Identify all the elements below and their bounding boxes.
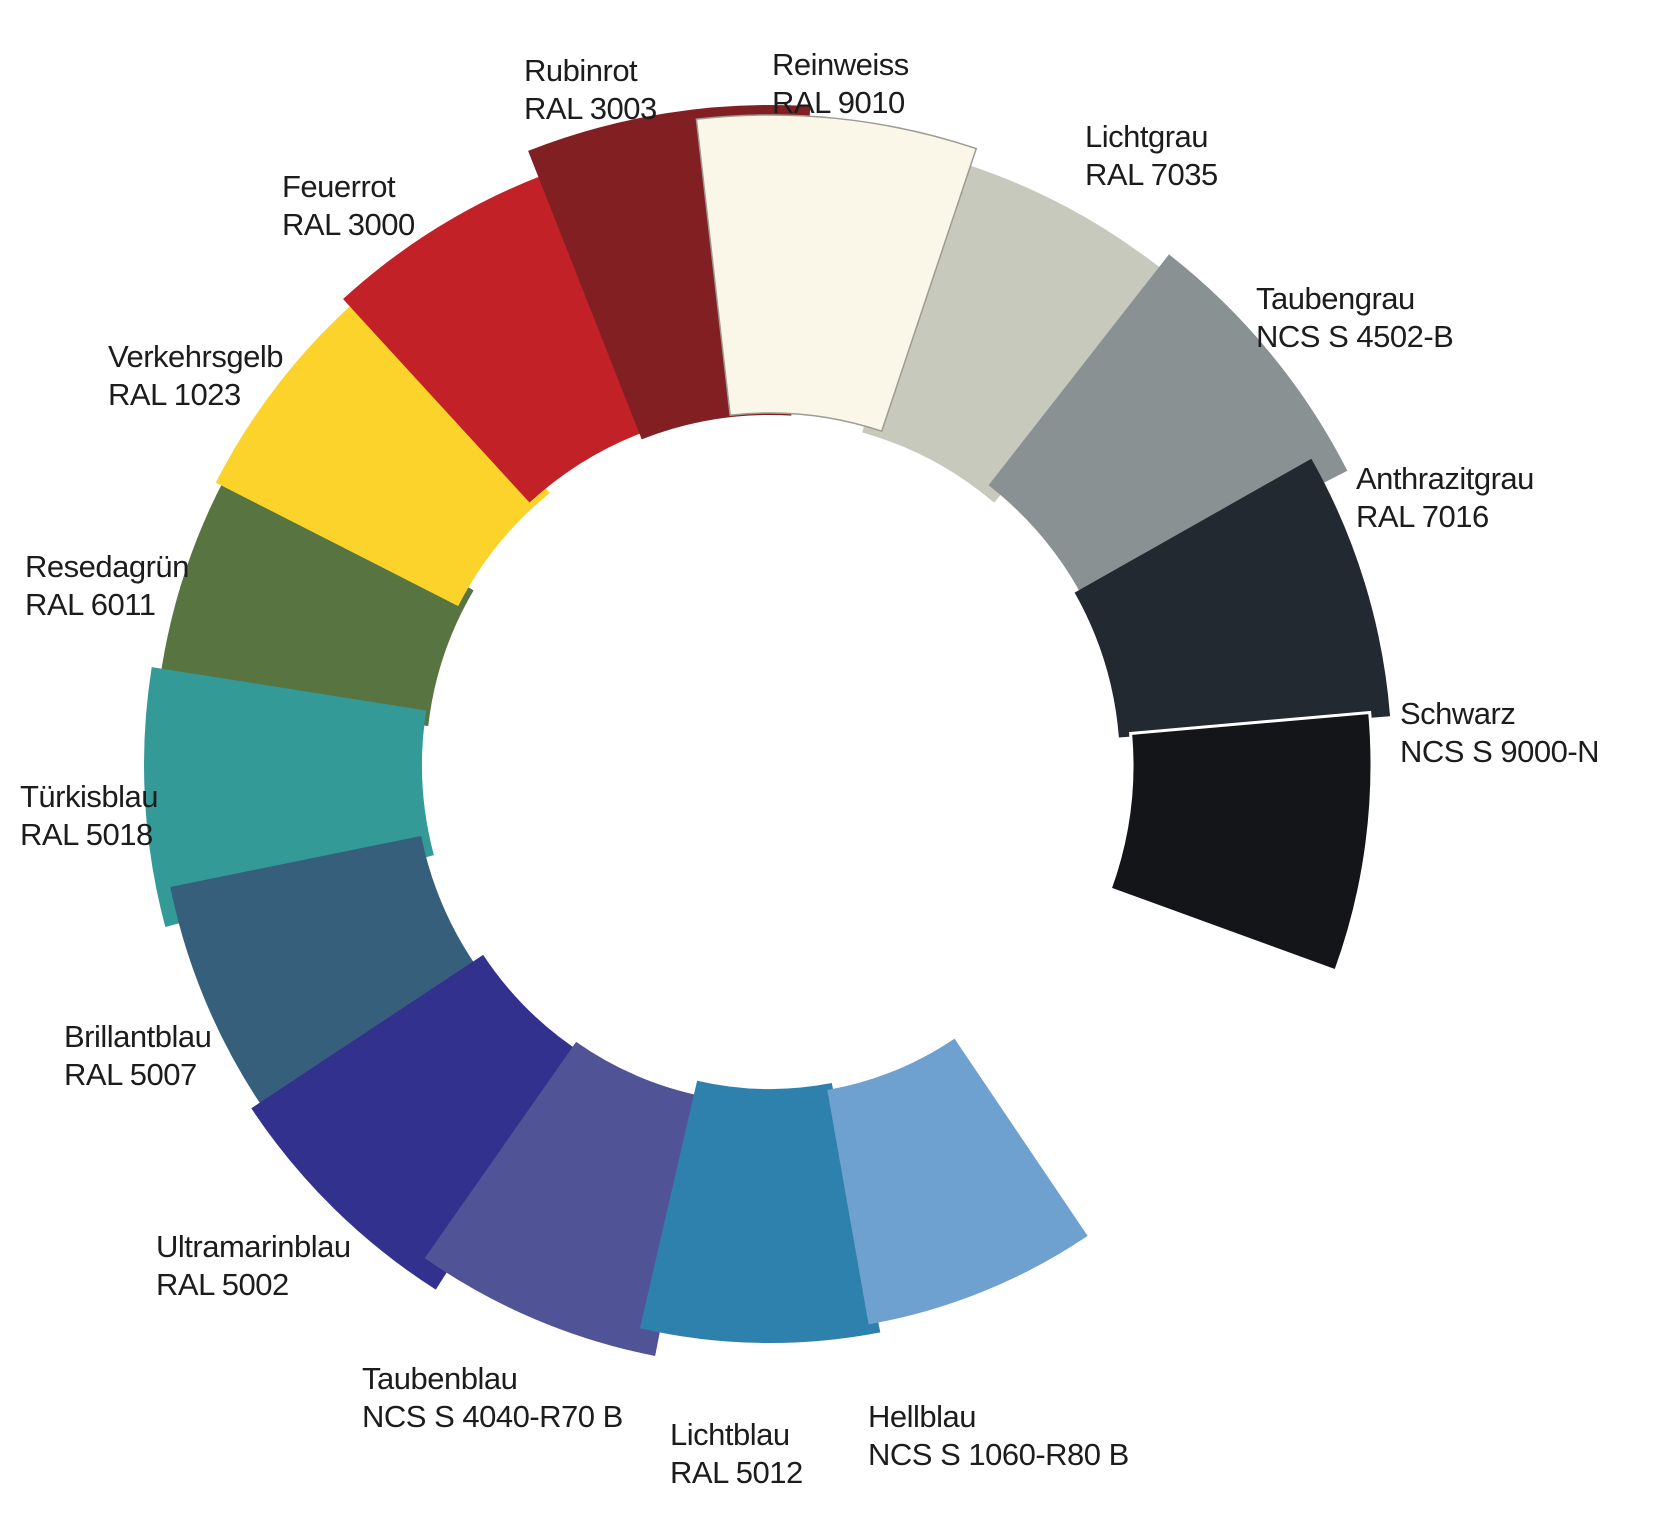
label-reinweiss-code: RAL 9010: [772, 85, 905, 120]
label-ultramarinblau-code: RAL 5002: [156, 1267, 289, 1302]
swatch-schwarz: [1108, 710, 1374, 973]
label-ultramarinblau: Ultramarinblau RAL 5002: [156, 1228, 351, 1304]
label-brillantblau-name: Brillantblau: [64, 1019, 212, 1054]
label-brillantblau-code: RAL 5007: [64, 1057, 197, 1092]
label-taubengrau: Taubengrau NCS S 4502-B: [1256, 280, 1454, 356]
label-feuerrot: Feuerrot RAL 3000: [282, 168, 415, 244]
label-ultramarinblau-name: Ultramarinblau: [156, 1229, 351, 1264]
label-hellblau-name: Hellblau: [868, 1399, 977, 1434]
label-tuerkisblau-name: Türkisblau: [20, 779, 159, 814]
label-schwarz-code: NCS S 9000-N: [1400, 734, 1600, 769]
label-lichtblau: Lichtblau RAL 5012: [670, 1416, 803, 1492]
swatch-taubenblau: [424, 1041, 706, 1356]
label-taubenblau-code: NCS S 4040-R70 B: [362, 1399, 623, 1434]
swatch-reinweiss: [695, 114, 978, 433]
label-reinweiss-name: Reinweiss: [772, 47, 909, 82]
label-schwarz-name: Schwarz: [1400, 696, 1516, 731]
label-rubinrot-name: Rubinrot: [524, 53, 638, 88]
label-reinweiss: Reinweiss RAL 9010: [772, 46, 909, 122]
label-lichtgrau-name: Lichtgrau: [1085, 119, 1209, 154]
label-verkehrsgelb: Verkehrsgelb RAL 1023: [108, 338, 283, 414]
swatch-verkehrsgelb: [215, 281, 550, 607]
label-hellblau: Hellblau NCS S 1060-R80 B: [868, 1398, 1129, 1474]
label-anthrazitgrau-name: Anthrazitgrau: [1356, 461, 1534, 496]
label-taubenblau-name: Taubenblau: [362, 1361, 518, 1396]
swatch-anthrazitgrau: [1074, 458, 1391, 738]
swatch-resedagruen: [157, 452, 474, 727]
swatch-hellblau: [827, 1038, 1088, 1325]
swatch-ultramarinblau: [251, 954, 586, 1290]
label-resedagruen-name: Resedagrün: [25, 549, 189, 584]
label-hellblau-code: NCS S 1060-R80 B: [868, 1437, 1129, 1472]
label-resedagruen-code: RAL 6011: [25, 587, 156, 622]
label-rubinrot-code: RAL 3003: [524, 91, 657, 126]
label-tuerkisblau-code: RAL 5018: [20, 817, 153, 852]
label-anthrazitgrau-code: RAL 7016: [1356, 499, 1489, 534]
label-lichtgrau: Lichtgrau RAL 7035: [1085, 118, 1218, 194]
label-taubenblau: Taubenblau NCS S 4040-R70 B: [362, 1360, 623, 1436]
label-schwarz: Schwarz NCS S 9000-N: [1400, 695, 1600, 771]
label-tuerkisblau: Türkisblau RAL 5018: [20, 778, 159, 854]
swatch-brillantblau: [170, 835, 484, 1130]
label-brillantblau: Brillantblau RAL 5007: [64, 1018, 212, 1094]
label-feuerrot-code: RAL 3000: [282, 207, 415, 242]
label-lichtblau-code: RAL 5012: [670, 1455, 803, 1490]
label-lichtgrau-code: RAL 7035: [1085, 157, 1218, 192]
label-verkehrsgelb-name: Verkehrsgelb: [108, 339, 283, 374]
label-resedagruen: Resedagrün RAL 6011: [25, 548, 189, 624]
swatch-lichtblau: [639, 1080, 881, 1344]
label-taubengrau-code: NCS S 4502-B: [1256, 319, 1454, 354]
label-verkehrsgelb-code: RAL 1023: [108, 377, 241, 412]
label-rubinrot: Rubinrot RAL 3003: [524, 52, 657, 128]
label-anthrazitgrau: Anthrazitgrau RAL 7016: [1356, 460, 1534, 536]
label-feuerrot-name: Feuerrot: [282, 169, 396, 204]
label-lichtblau-name: Lichtblau: [670, 1417, 790, 1452]
label-taubengrau-name: Taubengrau: [1256, 281, 1415, 316]
